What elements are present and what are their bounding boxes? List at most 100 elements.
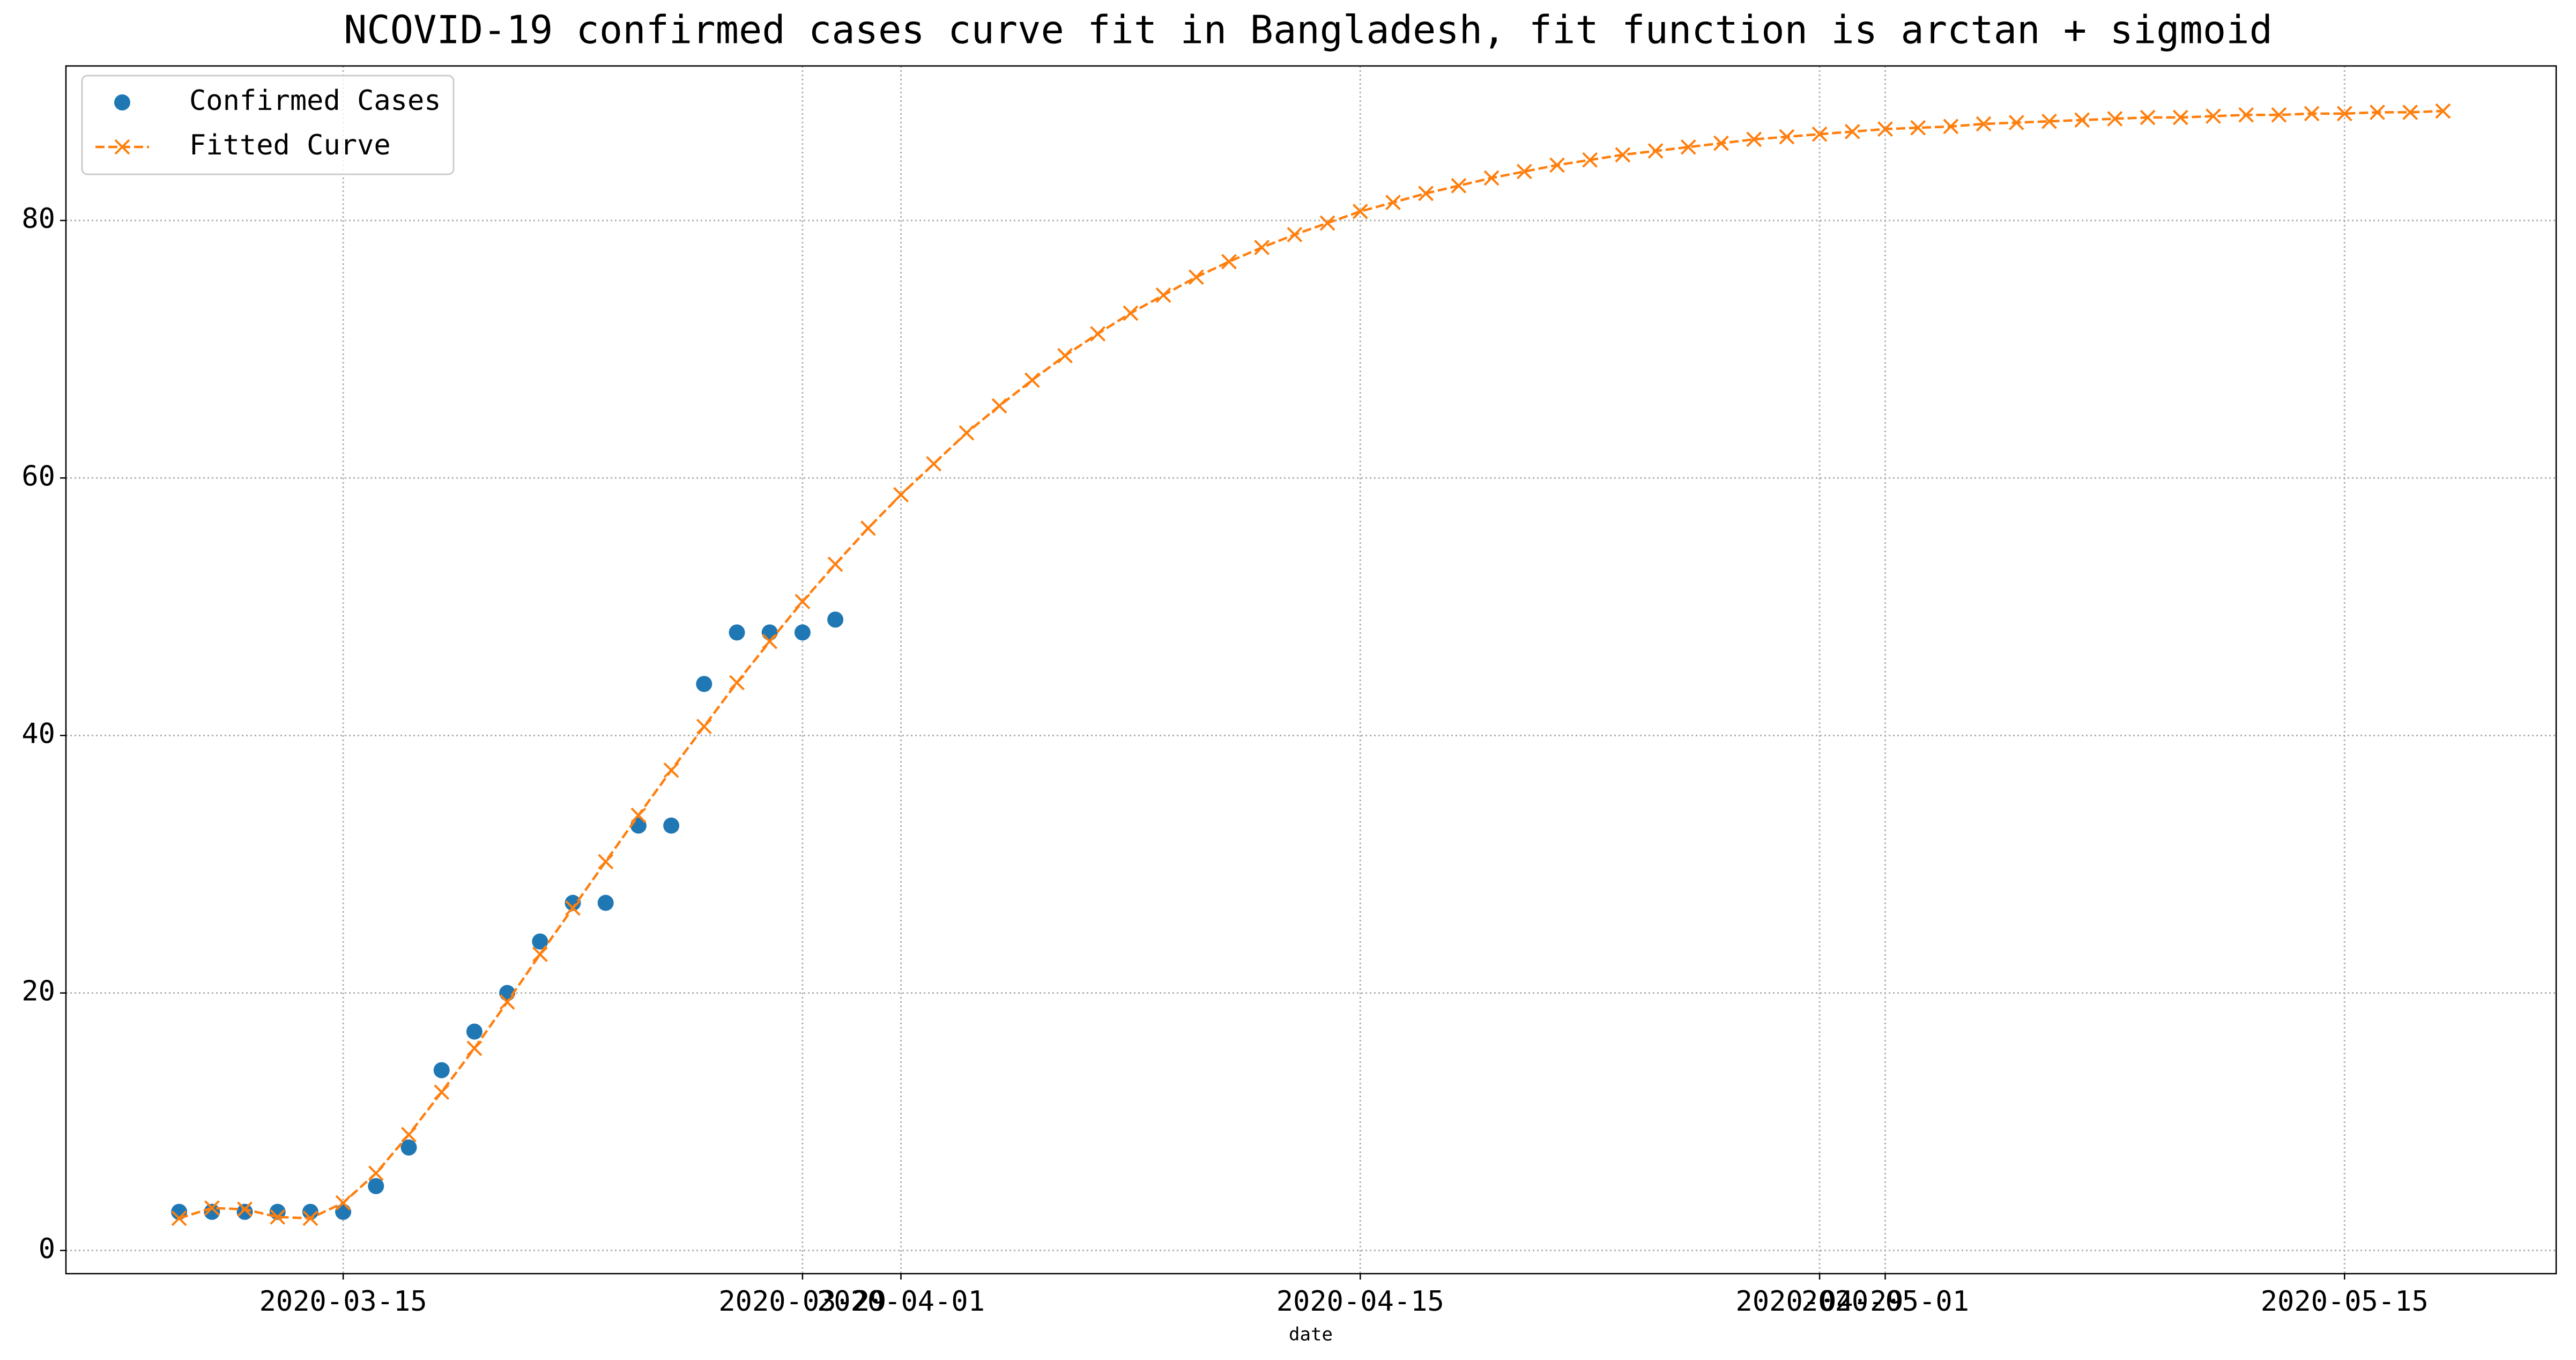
curve-marker bbox=[2238, 107, 2254, 123]
data-point bbox=[597, 895, 614, 911]
curve-marker bbox=[2336, 106, 2352, 122]
curve-marker bbox=[1680, 139, 1696, 155]
curve-marker bbox=[1287, 227, 1303, 242]
curve-marker bbox=[1943, 119, 1959, 135]
curve-marker bbox=[1910, 120, 1926, 136]
legend-label: Fitted Curve bbox=[189, 129, 391, 161]
chart-title: NCOVID-19 confirmed cases curve fit in B… bbox=[344, 8, 2273, 53]
curve-marker bbox=[1483, 170, 1499, 186]
curve-marker bbox=[1418, 186, 1434, 202]
x-axis-label: date bbox=[1289, 1324, 1333, 1346]
curve-marker bbox=[991, 398, 1007, 414]
curve-marker bbox=[2107, 111, 2123, 127]
curve-marker bbox=[1844, 124, 1860, 139]
curve-marker bbox=[893, 487, 909, 502]
curve-marker bbox=[1319, 215, 1335, 231]
y-tick-label: 20 bbox=[21, 975, 55, 1008]
curve-marker bbox=[1582, 152, 1598, 168]
curve-marker bbox=[1057, 348, 1073, 364]
curve-marker bbox=[2008, 115, 2024, 131]
data-point bbox=[827, 611, 844, 628]
curve-marker bbox=[1123, 305, 1139, 321]
x-tick-label: 2020-04-15 bbox=[1276, 1285, 1444, 1318]
curve-marker bbox=[302, 1210, 318, 1226]
curve-marker bbox=[1352, 203, 1368, 219]
curve-marker bbox=[434, 1084, 450, 1100]
data-point bbox=[761, 624, 778, 641]
curve-marker bbox=[499, 994, 515, 1010]
data-point bbox=[794, 624, 811, 641]
curve-marker bbox=[959, 425, 975, 441]
curve-marker bbox=[1254, 240, 1270, 255]
data-point bbox=[368, 1178, 384, 1194]
curve-marker bbox=[171, 1210, 187, 1226]
y-tick-label: 0 bbox=[39, 1233, 55, 1265]
curve-marker bbox=[1516, 164, 1532, 180]
data-point bbox=[433, 1062, 450, 1078]
curve-marker bbox=[663, 762, 679, 778]
curve-marker bbox=[598, 854, 614, 870]
curve-marker bbox=[1812, 126, 1828, 142]
curve-marker bbox=[1155, 287, 1171, 303]
curve-marker bbox=[368, 1165, 384, 1181]
curve-marker bbox=[2172, 109, 2188, 125]
curve-marker bbox=[1779, 129, 1795, 145]
curve-marker bbox=[827, 556, 843, 572]
curve-marker bbox=[2435, 103, 2451, 119]
data-point bbox=[466, 1023, 482, 1040]
curve-marker bbox=[1188, 269, 1204, 285]
x-tick-label: 2020-05-01 bbox=[1801, 1285, 1969, 1318]
curve-marker bbox=[401, 1127, 417, 1143]
curve-marker bbox=[1976, 116, 1992, 132]
data-point bbox=[236, 1203, 253, 1220]
curve-marker bbox=[860, 520, 876, 536]
legend-marker bbox=[114, 139, 130, 155]
curve-marker bbox=[466, 1040, 482, 1056]
x-tick-label: 2020-03-15 bbox=[259, 1285, 427, 1318]
plot-frame bbox=[65, 65, 2557, 1275]
curve-marker bbox=[2271, 107, 2287, 123]
curve-marker bbox=[237, 1201, 253, 1217]
legend-label: Confirmed Cases bbox=[189, 85, 441, 117]
curve-marker bbox=[204, 1200, 220, 1216]
curve-marker bbox=[1385, 195, 1401, 210]
curve-marker bbox=[2074, 112, 2090, 128]
curve-marker bbox=[1024, 372, 1040, 388]
curve-marker bbox=[1647, 143, 1664, 159]
curve-marker bbox=[2402, 105, 2418, 120]
y-tick-label: 80 bbox=[21, 203, 55, 235]
legend-box bbox=[81, 75, 455, 175]
curve-marker bbox=[1451, 178, 1467, 194]
curve-marker bbox=[565, 900, 581, 916]
data-point bbox=[729, 624, 745, 641]
curve-marker bbox=[2042, 113, 2057, 129]
y-tick-label: 60 bbox=[21, 460, 55, 492]
curve-marker bbox=[2304, 106, 2320, 122]
data-point bbox=[565, 895, 581, 911]
data-point bbox=[532, 933, 548, 950]
data-point bbox=[302, 1203, 318, 1220]
data-point bbox=[663, 817, 680, 834]
data-point bbox=[400, 1139, 417, 1156]
curve-marker bbox=[2140, 109, 2156, 125]
curve-marker bbox=[1713, 135, 1729, 151]
curve-marker bbox=[630, 807, 647, 823]
x-tick-label: 2020-05-15 bbox=[2261, 1285, 2429, 1318]
data-point bbox=[696, 676, 712, 692]
curve-marker bbox=[532, 947, 548, 963]
curve-marker bbox=[2370, 105, 2385, 120]
curve-marker bbox=[1549, 157, 1565, 173]
legend-marker bbox=[114, 94, 130, 110]
data-point bbox=[204, 1203, 220, 1220]
x-tick-label: 2020-04-01 bbox=[817, 1285, 985, 1318]
x-tick-label: 2020-04-29 bbox=[1736, 1285, 1904, 1318]
curve-marker bbox=[1090, 326, 1106, 342]
curve-marker bbox=[2206, 108, 2221, 124]
curve-marker bbox=[795, 594, 811, 610]
curve-marker bbox=[1615, 147, 1631, 163]
fitted-line bbox=[179, 109, 2443, 1220]
curve-marker bbox=[762, 633, 778, 649]
